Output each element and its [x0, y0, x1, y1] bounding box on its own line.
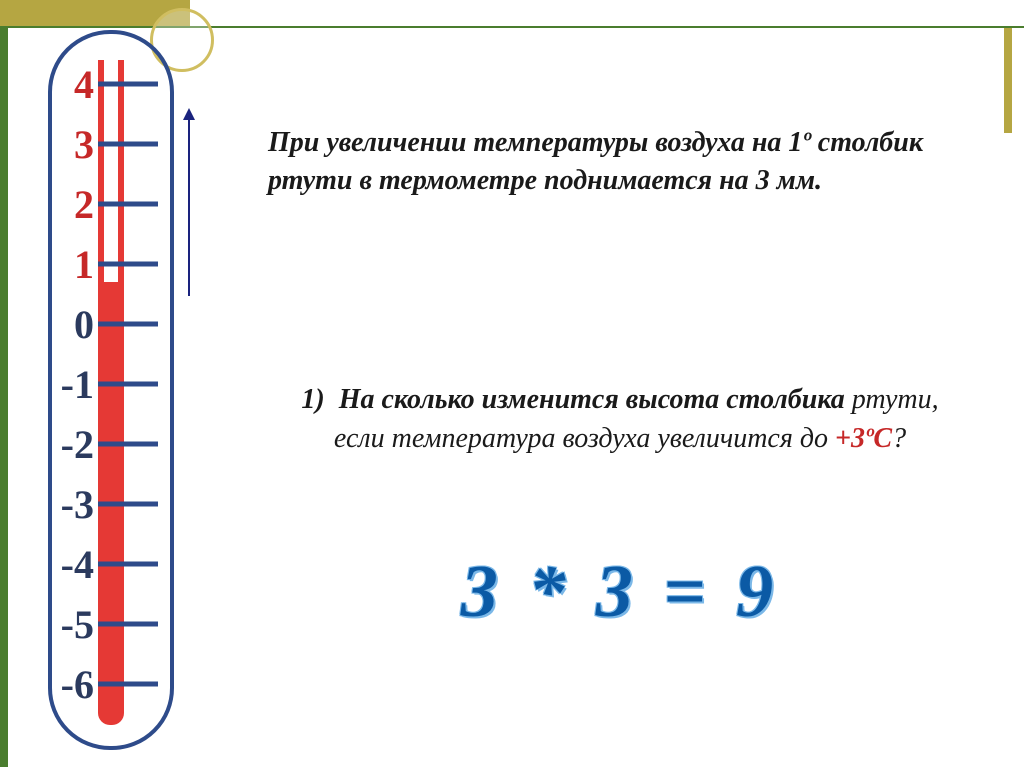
thermometer-border [48, 30, 174, 750]
question-lead: На сколько изменится высота [339, 384, 720, 415]
question-number: 1) [301, 384, 324, 415]
question-text: 1) На сколько изменится высота столбика … [280, 380, 960, 458]
question-bold: столбика [726, 384, 845, 415]
equation: 3 * 3 = 9 [280, 550, 960, 635]
question-end: ? [892, 423, 906, 454]
right-accent [1004, 28, 1012, 133]
thermometer: 43210-1-2-3-4-5-6 [48, 30, 174, 750]
statement-text: При увеличении температуры воздуха на 1º… [268, 124, 948, 200]
question-highlight: +3ºС [835, 423, 892, 454]
left-green-bar [0, 26, 8, 767]
up-arrow-icon [188, 118, 190, 296]
